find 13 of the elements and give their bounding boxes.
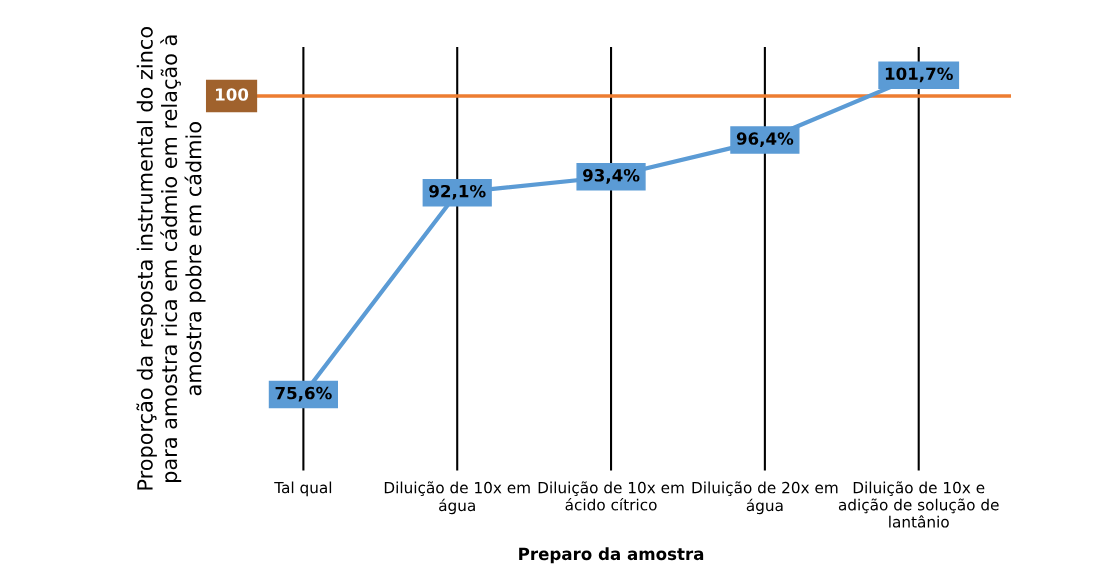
x-tick-label: Diluição de 10x em água: [384, 481, 530, 515]
ref-line-label: 100: [216, 88, 249, 101]
data-label: 101,7%: [885, 67, 953, 83]
data-label: 93,4%: [583, 168, 640, 184]
data-label: 96,4%: [736, 132, 794, 147]
x-tick-label: Diluição de 20x em água: [692, 481, 838, 515]
x-tick-label: Diluição de 10x e adição de solução de lantânio: [838, 481, 999, 528]
y-axis-title: Proporção da resposta instrumental do zinco para amostra rica em cádmio em relação à amostra pobre em cádmio: [136, 27, 206, 490]
data-label: 75,6%: [275, 386, 332, 402]
x-tick-label: Tal qual: [274, 481, 332, 497]
x-axis-title: Preparo da amostra: [519, 547, 704, 564]
x-tick-label: Diluição de 10x em ácido cítrico: [538, 481, 684, 511]
data-label: 92,1%: [429, 184, 486, 200]
